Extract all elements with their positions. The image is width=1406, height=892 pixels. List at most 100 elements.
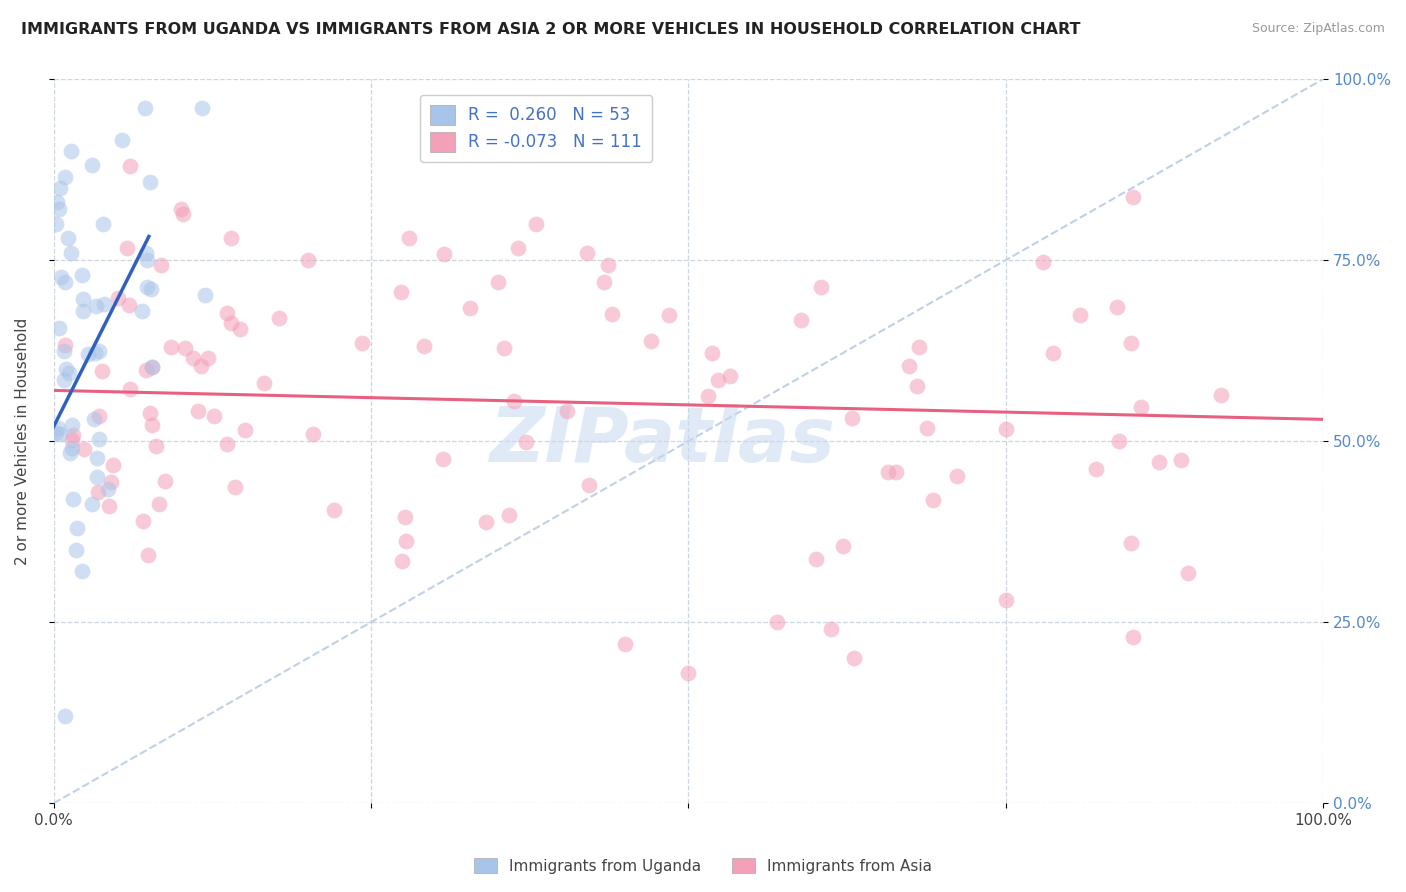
Point xyxy=(766,615,789,629)
Point xyxy=(593,275,616,289)
Point xyxy=(60,417,83,432)
Point xyxy=(45,426,67,441)
Point xyxy=(48,202,70,217)
Point xyxy=(145,439,167,453)
Text: IMMIGRANTS FROM UGANDA VS IMMIGRANTS FROM ASIA 2 OR MORE VEHICLES IN HOUSEHOLD C: IMMIGRANTS FROM UGANDA VS IMMIGRANTS FRO… xyxy=(21,22,1081,37)
Point xyxy=(194,287,217,301)
Point xyxy=(221,231,243,245)
Point xyxy=(233,423,256,437)
Point xyxy=(139,406,162,420)
Point xyxy=(804,551,827,566)
Point xyxy=(1211,387,1233,401)
Point xyxy=(80,158,103,172)
Point xyxy=(1177,566,1199,581)
Point xyxy=(217,306,239,320)
Text: ZIPatlas: ZIPatlas xyxy=(491,404,837,478)
Point xyxy=(117,241,139,255)
Point xyxy=(253,376,276,390)
Point xyxy=(658,308,681,322)
Point xyxy=(1105,301,1128,315)
Point xyxy=(841,411,863,425)
Point xyxy=(53,275,76,289)
Point xyxy=(432,451,454,466)
Point xyxy=(48,321,70,335)
Point xyxy=(60,433,83,447)
Point xyxy=(139,175,162,189)
Point xyxy=(49,269,72,284)
Point xyxy=(60,441,83,455)
Point xyxy=(697,389,720,403)
Point xyxy=(48,421,70,435)
Point xyxy=(98,500,121,514)
Point xyxy=(141,418,163,433)
Point xyxy=(111,133,134,147)
Point xyxy=(89,409,111,424)
Point xyxy=(91,217,114,231)
Point xyxy=(202,409,225,423)
Point xyxy=(131,303,153,318)
Point xyxy=(141,359,163,374)
Point xyxy=(886,466,908,480)
Point xyxy=(640,334,662,348)
Point xyxy=(915,421,938,435)
Point xyxy=(322,503,344,517)
Point xyxy=(905,379,928,393)
Point xyxy=(86,451,108,466)
Point xyxy=(148,497,170,511)
Point xyxy=(391,554,413,568)
Point xyxy=(141,282,163,296)
Point xyxy=(73,442,96,456)
Point xyxy=(350,336,373,351)
Point xyxy=(53,709,76,723)
Point xyxy=(169,202,191,217)
Point xyxy=(474,515,496,529)
Point xyxy=(136,252,159,267)
Point xyxy=(132,514,155,528)
Point xyxy=(1084,462,1107,476)
Point xyxy=(1119,536,1142,550)
Point xyxy=(72,292,94,306)
Point xyxy=(86,470,108,484)
Point xyxy=(224,480,246,494)
Point xyxy=(93,297,115,311)
Point xyxy=(59,446,82,460)
Point xyxy=(87,432,110,446)
Point xyxy=(707,373,730,387)
Point xyxy=(135,363,157,377)
Point xyxy=(72,304,94,318)
Point xyxy=(53,170,76,185)
Point xyxy=(1147,455,1170,469)
Point xyxy=(141,359,163,374)
Point xyxy=(842,651,865,665)
Point xyxy=(65,542,87,557)
Point xyxy=(700,346,723,360)
Point xyxy=(86,484,108,499)
Point xyxy=(1130,400,1153,414)
Point xyxy=(221,316,243,330)
Text: Source: ZipAtlas.com: Source: ZipAtlas.com xyxy=(1251,22,1385,36)
Point xyxy=(922,492,945,507)
Point xyxy=(297,253,319,268)
Point xyxy=(1069,308,1091,322)
Point xyxy=(1119,336,1142,351)
Point xyxy=(503,393,526,408)
Point xyxy=(994,422,1017,436)
Point xyxy=(172,207,194,221)
Point xyxy=(70,268,93,282)
Point xyxy=(898,359,921,373)
Point xyxy=(174,341,197,355)
Point xyxy=(810,279,832,293)
Point xyxy=(45,195,67,210)
Point xyxy=(301,426,323,441)
Point xyxy=(229,322,252,336)
Point xyxy=(55,362,77,376)
Point xyxy=(190,359,212,373)
Point xyxy=(1032,254,1054,268)
Point xyxy=(49,427,72,442)
Point xyxy=(498,508,520,522)
Point xyxy=(575,245,598,260)
Point xyxy=(120,382,142,396)
Point xyxy=(395,533,418,548)
Point xyxy=(1122,190,1144,204)
Point xyxy=(155,474,177,488)
